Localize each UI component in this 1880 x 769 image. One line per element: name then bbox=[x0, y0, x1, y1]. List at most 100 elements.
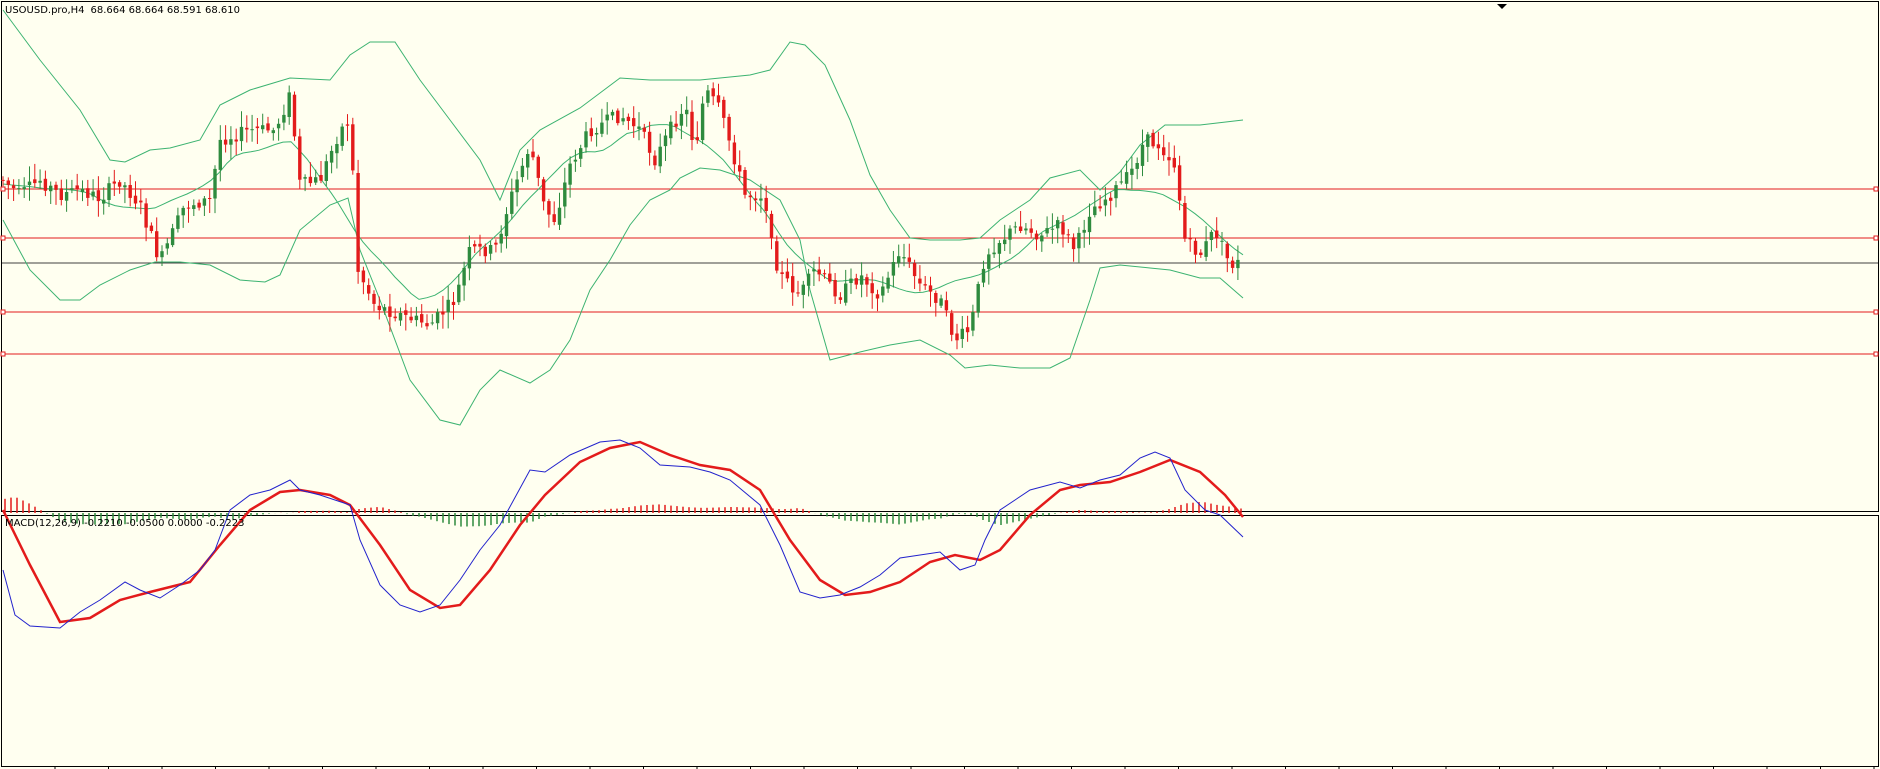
candle bbox=[722, 96, 726, 129]
candle bbox=[515, 171, 519, 207]
candle bbox=[266, 116, 270, 133]
candle bbox=[987, 248, 991, 285]
level-handle-right[interactable] bbox=[1873, 351, 1879, 357]
candle bbox=[319, 161, 323, 184]
level-handle-right[interactable] bbox=[1873, 186, 1879, 192]
candle bbox=[785, 258, 790, 283]
candle bbox=[160, 245, 164, 266]
candle-body bbox=[425, 323, 429, 327]
candle bbox=[1119, 169, 1123, 185]
candle bbox=[632, 106, 636, 138]
candle bbox=[287, 85, 291, 125]
candle bbox=[828, 263, 832, 284]
symbol-label: USOUSD.pro,H4 bbox=[5, 5, 85, 16]
candle-body bbox=[669, 121, 673, 139]
shift-marker-icon[interactable] bbox=[1497, 4, 1507, 9]
candle-body bbox=[541, 179, 546, 202]
candle bbox=[43, 170, 48, 197]
candle bbox=[669, 115, 673, 145]
candle-body bbox=[11, 185, 16, 189]
candle bbox=[11, 179, 16, 201]
candle-body bbox=[91, 191, 95, 197]
candle-body bbox=[764, 197, 768, 211]
candle bbox=[102, 187, 106, 215]
candle bbox=[976, 281, 980, 318]
candle bbox=[674, 111, 678, 132]
candle-body bbox=[955, 333, 959, 341]
candle bbox=[473, 240, 477, 253]
candle bbox=[1199, 249, 1203, 258]
level-handle-right[interactable] bbox=[1873, 309, 1879, 315]
candle-body bbox=[80, 188, 85, 193]
candle bbox=[626, 113, 631, 130]
candle-body bbox=[1172, 157, 1176, 168]
candle bbox=[536, 154, 540, 187]
level-handle-left[interactable] bbox=[0, 351, 6, 357]
candle bbox=[223, 125, 228, 153]
candle bbox=[992, 237, 996, 258]
candle bbox=[658, 133, 662, 174]
candle bbox=[192, 199, 196, 216]
candle bbox=[870, 272, 874, 309]
candle-body bbox=[912, 263, 917, 277]
candle bbox=[886, 271, 890, 293]
level-handle-left[interactable] bbox=[0, 309, 6, 315]
candle bbox=[1018, 211, 1023, 234]
candle bbox=[303, 174, 307, 192]
candle bbox=[1215, 217, 1219, 249]
candle-body bbox=[568, 163, 572, 185]
candle-body bbox=[658, 146, 662, 167]
candle-body bbox=[971, 311, 975, 331]
candle-body bbox=[976, 284, 980, 313]
candle bbox=[579, 144, 583, 167]
candle bbox=[732, 134, 737, 174]
level-handle-right[interactable] bbox=[1873, 235, 1879, 241]
candle bbox=[875, 289, 880, 312]
candle bbox=[1140, 129, 1145, 177]
candle bbox=[314, 169, 318, 185]
candle-body bbox=[6, 180, 10, 185]
candle-body bbox=[388, 306, 392, 317]
candle bbox=[854, 273, 858, 290]
candle-body bbox=[1082, 229, 1086, 233]
candle bbox=[1236, 245, 1240, 280]
candle bbox=[38, 169, 42, 189]
candle bbox=[117, 180, 122, 194]
candle-body bbox=[271, 130, 275, 134]
candle-body bbox=[589, 128, 593, 137]
candle bbox=[181, 205, 185, 228]
candle-body bbox=[1140, 144, 1145, 166]
candle bbox=[833, 273, 837, 304]
candle-body bbox=[245, 127, 249, 130]
candle bbox=[965, 315, 970, 342]
candle-body bbox=[218, 139, 222, 170]
candle bbox=[367, 278, 371, 301]
candle bbox=[398, 307, 403, 326]
ohlc-readout: 68.664 68.664 68.591 68.610 bbox=[91, 5, 241, 16]
candle bbox=[229, 126, 233, 160]
candle bbox=[1183, 195, 1187, 242]
candle bbox=[1056, 216, 1060, 244]
candle bbox=[1071, 233, 1076, 262]
candle-body bbox=[536, 156, 540, 178]
candle-body bbox=[276, 123, 281, 129]
candle bbox=[91, 179, 95, 201]
candle bbox=[478, 234, 482, 257]
candle-body bbox=[785, 271, 790, 279]
level-handle-left[interactable] bbox=[0, 235, 6, 241]
candle bbox=[557, 192, 562, 230]
candle-body bbox=[653, 155, 657, 166]
candle bbox=[1087, 203, 1092, 245]
candle-body bbox=[287, 92, 291, 117]
candle-body bbox=[457, 284, 461, 303]
candle-body bbox=[102, 199, 106, 204]
candle bbox=[1024, 223, 1028, 235]
candle-body bbox=[1124, 172, 1129, 184]
candle bbox=[791, 262, 795, 306]
candle-body bbox=[1093, 206, 1097, 216]
candle-body bbox=[817, 269, 821, 275]
level-handle-left[interactable] bbox=[0, 186, 6, 192]
candle-body bbox=[483, 246, 487, 257]
candle-body bbox=[828, 273, 832, 282]
